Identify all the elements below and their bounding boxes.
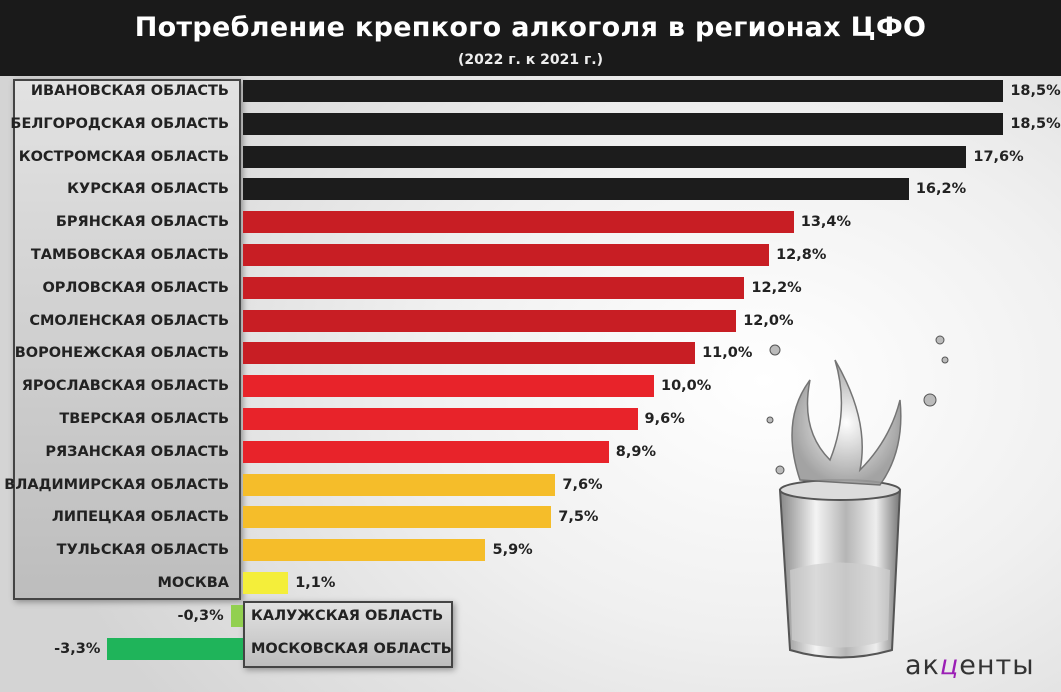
- bar: [243, 539, 486, 562]
- category-label: ТУЛЬСКАЯ ОБЛАСТЬ: [56, 542, 229, 559]
- bar: [243, 572, 289, 594]
- value-label: 7,5%: [558, 509, 599, 526]
- value-label: -0,3%: [177, 607, 224, 624]
- category-label: МОСКВА: [157, 575, 229, 591]
- value-label: 18,5%: [1010, 115, 1061, 132]
- value-label: 9,6%: [644, 411, 685, 427]
- logo-text-post: енты: [959, 650, 1035, 681]
- value-label: 10,0%: [661, 378, 712, 395]
- bar: [243, 408, 638, 430]
- label-panel-positive: [13, 79, 241, 600]
- value-label: 12,2%: [751, 279, 802, 296]
- value-label: 13,4%: [800, 214, 852, 231]
- category-label: КАЛУЖСКАЯ ОБЛАСТЬ: [251, 607, 444, 624]
- category-label: ИВАНОВСКАЯ ОБЛАСТЬ: [30, 83, 229, 99]
- bar: [243, 244, 770, 266]
- value-label: 18,5%: [1010, 83, 1061, 99]
- category-label: ТВЕРСКАЯ ОБЛАСТЬ: [59, 411, 229, 427]
- category-label: ТАМБОВСКАЯ ОБЛАСТЬ: [30, 247, 229, 263]
- bar: [243, 506, 552, 529]
- logo-text-accent: ц: [939, 650, 960, 681]
- chart-header: Потребление крепкого алкоголя в регионах…: [0, 0, 1061, 76]
- value-label: 7,6%: [562, 476, 603, 493]
- value-label: -3,3%: [54, 640, 101, 657]
- bar: [243, 473, 556, 496]
- bar: [243, 145, 967, 168]
- bar: [107, 637, 243, 660]
- category-label: БРЯНСКАЯ ОБЛАСТЬ: [55, 214, 229, 231]
- bar: [243, 309, 737, 332]
- bar: [243, 112, 1004, 135]
- bar: [243, 178, 909, 201]
- category-label: ВЛАДИМИРСКАЯ ОБЛАСТЬ: [4, 476, 229, 493]
- category-label: КОСТРОМСКАЯ ОБЛАСТЬ: [18, 148, 229, 165]
- category-label: ЛИПЕЦКАЯ ОБЛАСТЬ: [51, 509, 229, 526]
- bar: [243, 211, 794, 234]
- category-label: КУРСКАЯ ОБЛАСТЬ: [67, 181, 229, 198]
- value-label: 1,1%: [295, 575, 336, 591]
- value-label: 16,2%: [915, 181, 967, 198]
- bar: [243, 440, 609, 463]
- bar: [243, 342, 696, 365]
- bar: [243, 276, 745, 299]
- category-label: ЯРОСЛАВСКАЯ ОБЛАСТЬ: [21, 378, 229, 395]
- category-label: ВОРОНЕЖСКАЯ ОБЛАСТЬ: [14, 345, 229, 362]
- value-label: 17,6%: [973, 148, 1024, 165]
- chart-title: Потребление крепкого алкоголя в регионах…: [134, 12, 927, 43]
- brand-logo: акценты: [905, 650, 1035, 681]
- bar: [230, 604, 243, 627]
- value-label: 5,9%: [492, 542, 533, 559]
- glass-illustration: [766, 335, 949, 659]
- category-label: МОСКОВСКАЯ ОБЛАСТЬ: [251, 640, 452, 657]
- category-label: РЯЗАНСКАЯ ОБЛАСТЬ: [45, 443, 229, 460]
- category-label: СМОЛЕНСКАЯ ОБЛАСТЬ: [29, 312, 229, 329]
- label-panel-negative: [243, 601, 453, 668]
- value-label: 12,8%: [776, 247, 827, 263]
- value-label: 8,9%: [615, 443, 656, 460]
- bar: [243, 80, 1004, 102]
- category-label: ОРЛОВСКАЯ ОБЛАСТЬ: [42, 279, 229, 296]
- logo-text-pre: ак: [905, 650, 940, 681]
- value-label: 12,0%: [743, 312, 794, 329]
- value-label: 11,0%: [702, 345, 753, 362]
- bar: [243, 375, 654, 398]
- category-label: БЕЛГОРОДСКАЯ ОБЛАСТЬ: [10, 115, 229, 132]
- chart-subtitle: (2022 г. к 2021 г.): [458, 52, 603, 68]
